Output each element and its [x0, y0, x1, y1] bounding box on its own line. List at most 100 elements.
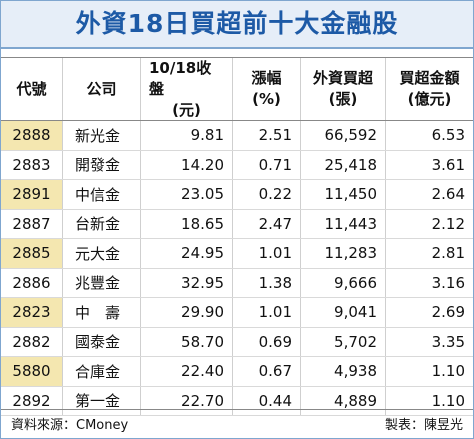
cell-text: 9.81	[190, 126, 224, 145]
cell-text: 25,418	[324, 155, 378, 174]
cell-text: 29.90	[181, 303, 224, 322]
table-cell: 24.95	[141, 239, 233, 268]
header-text: (張)	[328, 90, 358, 108]
cell-text: 0.44	[258, 391, 292, 410]
table-cell: 4,938	[301, 357, 386, 386]
header-cell: 公司	[63, 58, 141, 120]
cell-text: 3.16	[431, 273, 465, 292]
cell-text: 66,592	[324, 126, 378, 145]
table-cell: 中信金	[63, 180, 141, 209]
table-cell: 3.16	[386, 269, 473, 298]
table-cell: 11,283	[301, 239, 386, 268]
table-cell: 合庫金	[63, 357, 141, 386]
cell-text: 11,283	[324, 244, 378, 263]
cell-text: 2888	[12, 126, 51, 145]
cell-text: 2.51	[258, 126, 292, 145]
table-cell: 29.90	[141, 298, 233, 327]
source: 資料來源：CMoney	[11, 418, 129, 433]
table-row: 2885 元大金 24.95 1.01 11,283 2.81	[1, 239, 473, 269]
table-cell: 9,041	[301, 298, 386, 327]
cell-text: 14.20	[181, 155, 224, 174]
header-text: 外資買超	[312, 69, 373, 87]
table-cell: 1.01	[233, 239, 301, 268]
table-cell: 1.38	[233, 268, 301, 297]
table-cell: 2.47	[233, 209, 301, 238]
cell-text: 0.71	[258, 155, 292, 174]
table-cell: 中 壽	[63, 298, 141, 327]
table-cell: 25,418	[301, 150, 386, 179]
table-cell: 22.70	[141, 386, 233, 415]
cell-text: 9,041	[334, 303, 377, 322]
cell-text: 32.95	[181, 273, 224, 292]
cell-text: 4,938	[334, 362, 377, 381]
cell-text: 5,702	[334, 332, 377, 351]
table-cell: 2.64	[386, 180, 473, 209]
table-cell: 6.53	[386, 121, 473, 150]
header-text: 漲幅	[251, 69, 282, 87]
cell-text: 9,666	[334, 273, 377, 292]
cell-text: 23.05	[181, 185, 224, 204]
cell-text: 6.53	[431, 126, 465, 145]
table-cell: 0.44	[233, 386, 301, 415]
table: 代號 公司 10/18收盤 (元) 漲幅 (%) 外資買超 (張) 買超金額 (億元) 2888 新光…	[1, 57, 473, 416]
cell-text: 2887	[12, 214, 51, 233]
table-cell: 2.69	[386, 298, 473, 327]
cell-text: 2882	[12, 332, 51, 351]
author: 製表：陳昱光	[384, 418, 463, 433]
table-row: 2883 開發金 14.20 0.71 25,418 3.61	[1, 150, 473, 180]
table-row: 2823 中 壽 29.90 1.01 9,041 2.69	[1, 298, 473, 328]
table-cell: 1.10	[386, 357, 473, 386]
cell-text: 2.64	[431, 185, 465, 204]
table-cell: 2886	[1, 268, 63, 297]
table-cell: 23.05	[141, 180, 233, 209]
cell-text: 合庫金	[75, 362, 121, 381]
cell-text: 0.22	[258, 185, 292, 204]
table-cell: 1.01	[233, 298, 301, 327]
cell-text: 2883	[12, 155, 51, 174]
header-text: 公司	[86, 79, 117, 98]
cell-text: 11,443	[324, 214, 378, 233]
cell-text: 22.40	[181, 362, 224, 381]
table-cell: 2891	[1, 180, 63, 209]
cell-text: 第一金	[75, 392, 121, 411]
cell-text: 台新金	[75, 215, 121, 234]
header-cell: 10/18收盤 (元)	[141, 58, 233, 120]
table-row: 2888 新光金 9.81 2.51 66,592 6.53	[1, 121, 473, 151]
cell-text: 兆豐金	[75, 274, 121, 293]
table-row: 2882 國泰金 58.70 0.69 5,702 3.35	[1, 327, 473, 357]
table-cell: 開發金	[63, 150, 141, 179]
table-cell: 新光金	[63, 121, 141, 150]
table-cell: 2887	[1, 209, 63, 238]
cell-text: 22.70	[181, 391, 224, 410]
table-cell: 2.51	[233, 121, 301, 150]
table-cell: 0.71	[233, 150, 301, 179]
cell-text: 2.12	[431, 214, 465, 233]
cell-text: 0.67	[258, 362, 292, 381]
cell-text: 2823	[12, 303, 51, 322]
table-cell: 5880	[1, 357, 63, 386]
cell-text: 4,889	[334, 391, 377, 410]
header-text: 代號	[16, 79, 47, 98]
table-row: 2892 第一金 22.70 0.44 4,889 1.10	[1, 386, 473, 416]
table-cell: 58.70	[141, 327, 233, 356]
cell-text: 中信金	[75, 185, 121, 204]
cell-text: 18.65	[181, 214, 224, 233]
table-cell: 2882	[1, 327, 63, 356]
cell-text: 2891	[12, 185, 51, 204]
cell-text: 2885	[12, 244, 51, 263]
cell-text: 新光金	[75, 126, 121, 145]
cell-text: 中 壽	[75, 303, 121, 322]
cell-text: 3.61	[431, 155, 465, 174]
cell-text: 國泰金	[75, 333, 121, 352]
table-cell: 2883	[1, 150, 63, 179]
cell-text: 1.10	[431, 391, 465, 410]
cell-text: 1.01	[258, 244, 292, 263]
cell-text: 0.69	[258, 332, 292, 351]
table-cell: 0.69	[233, 327, 301, 356]
table-cell: 國泰金	[63, 327, 141, 356]
cell-text: 2.81	[431, 244, 465, 263]
cell-text: 1.38	[258, 273, 292, 292]
cell-text: 2886	[12, 273, 51, 292]
table-cell: 1.10	[386, 387, 473, 416]
